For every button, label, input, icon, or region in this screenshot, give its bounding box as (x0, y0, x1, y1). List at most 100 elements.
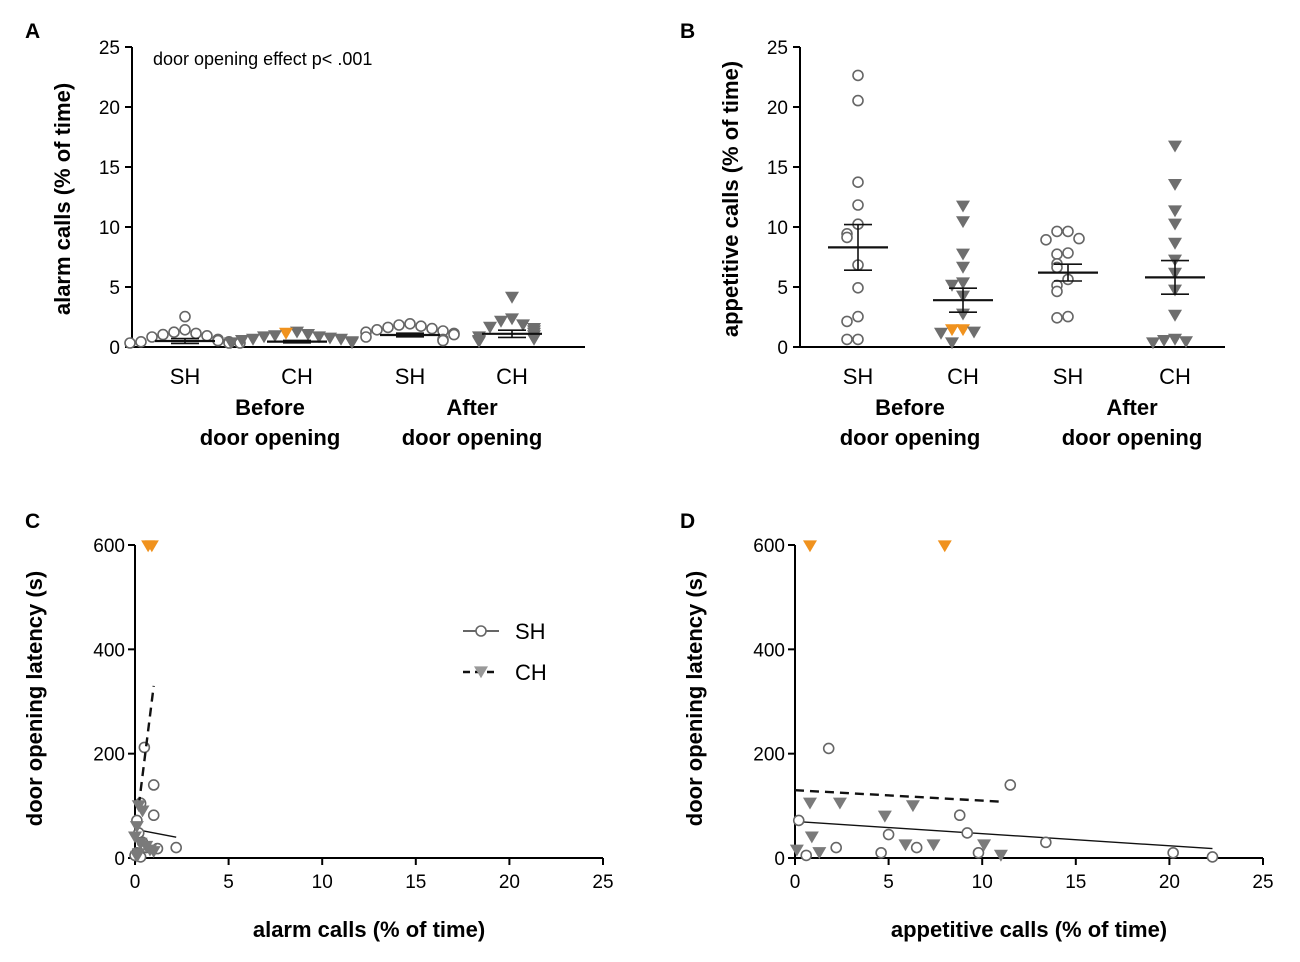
data-point (527, 333, 541, 346)
ch-point (128, 831, 142, 844)
panel-letter: A (25, 20, 40, 43)
ch-highlight-point (802, 540, 817, 553)
data-point (1168, 333, 1182, 346)
ch-point (133, 837, 148, 850)
category-label: SH (170, 364, 201, 389)
y-tick-label: 10 (767, 218, 788, 239)
data-point (956, 200, 970, 213)
y-tick-label: 5 (109, 278, 120, 299)
category-label: CH (281, 364, 313, 389)
x-tick-label: 10 (312, 872, 333, 893)
data-point (956, 261, 970, 274)
data-point (956, 277, 970, 290)
data-point (360, 331, 372, 343)
data-point (852, 281, 864, 294)
y-tick-label: 200 (753, 745, 785, 766)
ch-point (905, 800, 920, 813)
data-point (179, 323, 191, 336)
data-point (945, 324, 959, 337)
group-label-line1: After (446, 395, 498, 420)
y-tick-label: 600 (93, 536, 125, 557)
data-point (1168, 237, 1182, 250)
ch-point (977, 839, 992, 852)
category-label: SH (1053, 364, 1084, 389)
y-tick-label: 0 (114, 849, 125, 870)
data-point (852, 69, 864, 82)
data-point (1168, 218, 1182, 231)
x-tick-label: 15 (405, 872, 426, 893)
panel-letter: C (25, 510, 40, 533)
data-point (448, 328, 460, 341)
data-point (1051, 285, 1063, 298)
sh-point (1004, 779, 1017, 791)
data-point (393, 319, 405, 331)
ch-point (804, 831, 819, 844)
data-point (1062, 225, 1074, 238)
ch-point (129, 821, 144, 833)
y-axis-label: alarm calls (% of time) (50, 83, 75, 315)
data-point (235, 335, 249, 347)
ch-highlight-point (144, 540, 159, 553)
group-label-line1: After (1106, 395, 1158, 420)
y-tick-label: 20 (99, 98, 120, 119)
data-point (852, 310, 864, 323)
y-axis-label: door opening latency (s) (22, 571, 47, 826)
sh-point (147, 809, 160, 822)
sh-point (147, 779, 160, 791)
y-tick-label: 400 (753, 640, 785, 661)
data-point (157, 328, 169, 341)
x-tick-label: 25 (592, 872, 613, 893)
data-point (382, 321, 394, 334)
x-tick-label: 0 (130, 872, 141, 893)
x-tick-label: 15 (1065, 872, 1086, 893)
group-label-line2: door opening (1062, 425, 1203, 450)
x-tick-label: 25 (1252, 872, 1273, 893)
data-point (956, 324, 970, 337)
y-tick-label: 20 (767, 98, 788, 119)
sh-point (1206, 851, 1219, 863)
y-tick-label: 400 (93, 640, 125, 661)
sh-point (830, 841, 842, 854)
data-point (494, 315, 508, 328)
panel-b: B 0 5 10 15 20 25 appetitive calls (% of time) S… (680, 20, 1225, 450)
ch-fit-line (794, 788, 1001, 803)
sh-point (822, 742, 835, 755)
data-point (312, 331, 326, 344)
group-label-line1: Before (875, 395, 945, 420)
category-label: SH (395, 364, 426, 389)
y-tick-label: 15 (767, 158, 788, 179)
y-tick-label: 0 (774, 849, 785, 870)
ch-point (812, 847, 827, 860)
data-point (345, 337, 359, 350)
data-point (1073, 232, 1085, 245)
data-point (934, 327, 948, 340)
panel-letter: D (680, 510, 695, 533)
data-point (1179, 336, 1193, 349)
sh-point (1167, 846, 1179, 859)
sh-point (961, 827, 974, 839)
ch-point (926, 839, 941, 852)
y-tick-label: 15 (99, 158, 120, 179)
data-point (168, 326, 180, 339)
data-point (246, 333, 260, 346)
category-label: CH (1159, 364, 1191, 389)
category-label: CH (947, 364, 979, 389)
x-axis-label: appetitive calls (% of time) (891, 917, 1167, 942)
data-point (505, 291, 519, 304)
legend: SH CH (463, 619, 547, 685)
data-point (201, 329, 213, 342)
data-point (146, 331, 158, 343)
sh-point (953, 809, 966, 822)
data-point (483, 321, 497, 334)
stats-annotation: door opening effect p< .001 (153, 49, 372, 69)
panel-d: D 0 200 400 600 0 5 10 15 20 25 appetitive calls (%… (680, 510, 1274, 942)
data-point (290, 326, 304, 339)
ch-highlight-point (937, 540, 952, 553)
x-tick-label: 5 (223, 872, 234, 893)
group-label-line1: Before (235, 395, 305, 420)
legend-sh-label: SH (515, 619, 546, 644)
data-point (404, 317, 416, 330)
data-point (437, 334, 449, 347)
group-label-line2: door opening (840, 425, 981, 450)
sh-point (882, 828, 895, 841)
